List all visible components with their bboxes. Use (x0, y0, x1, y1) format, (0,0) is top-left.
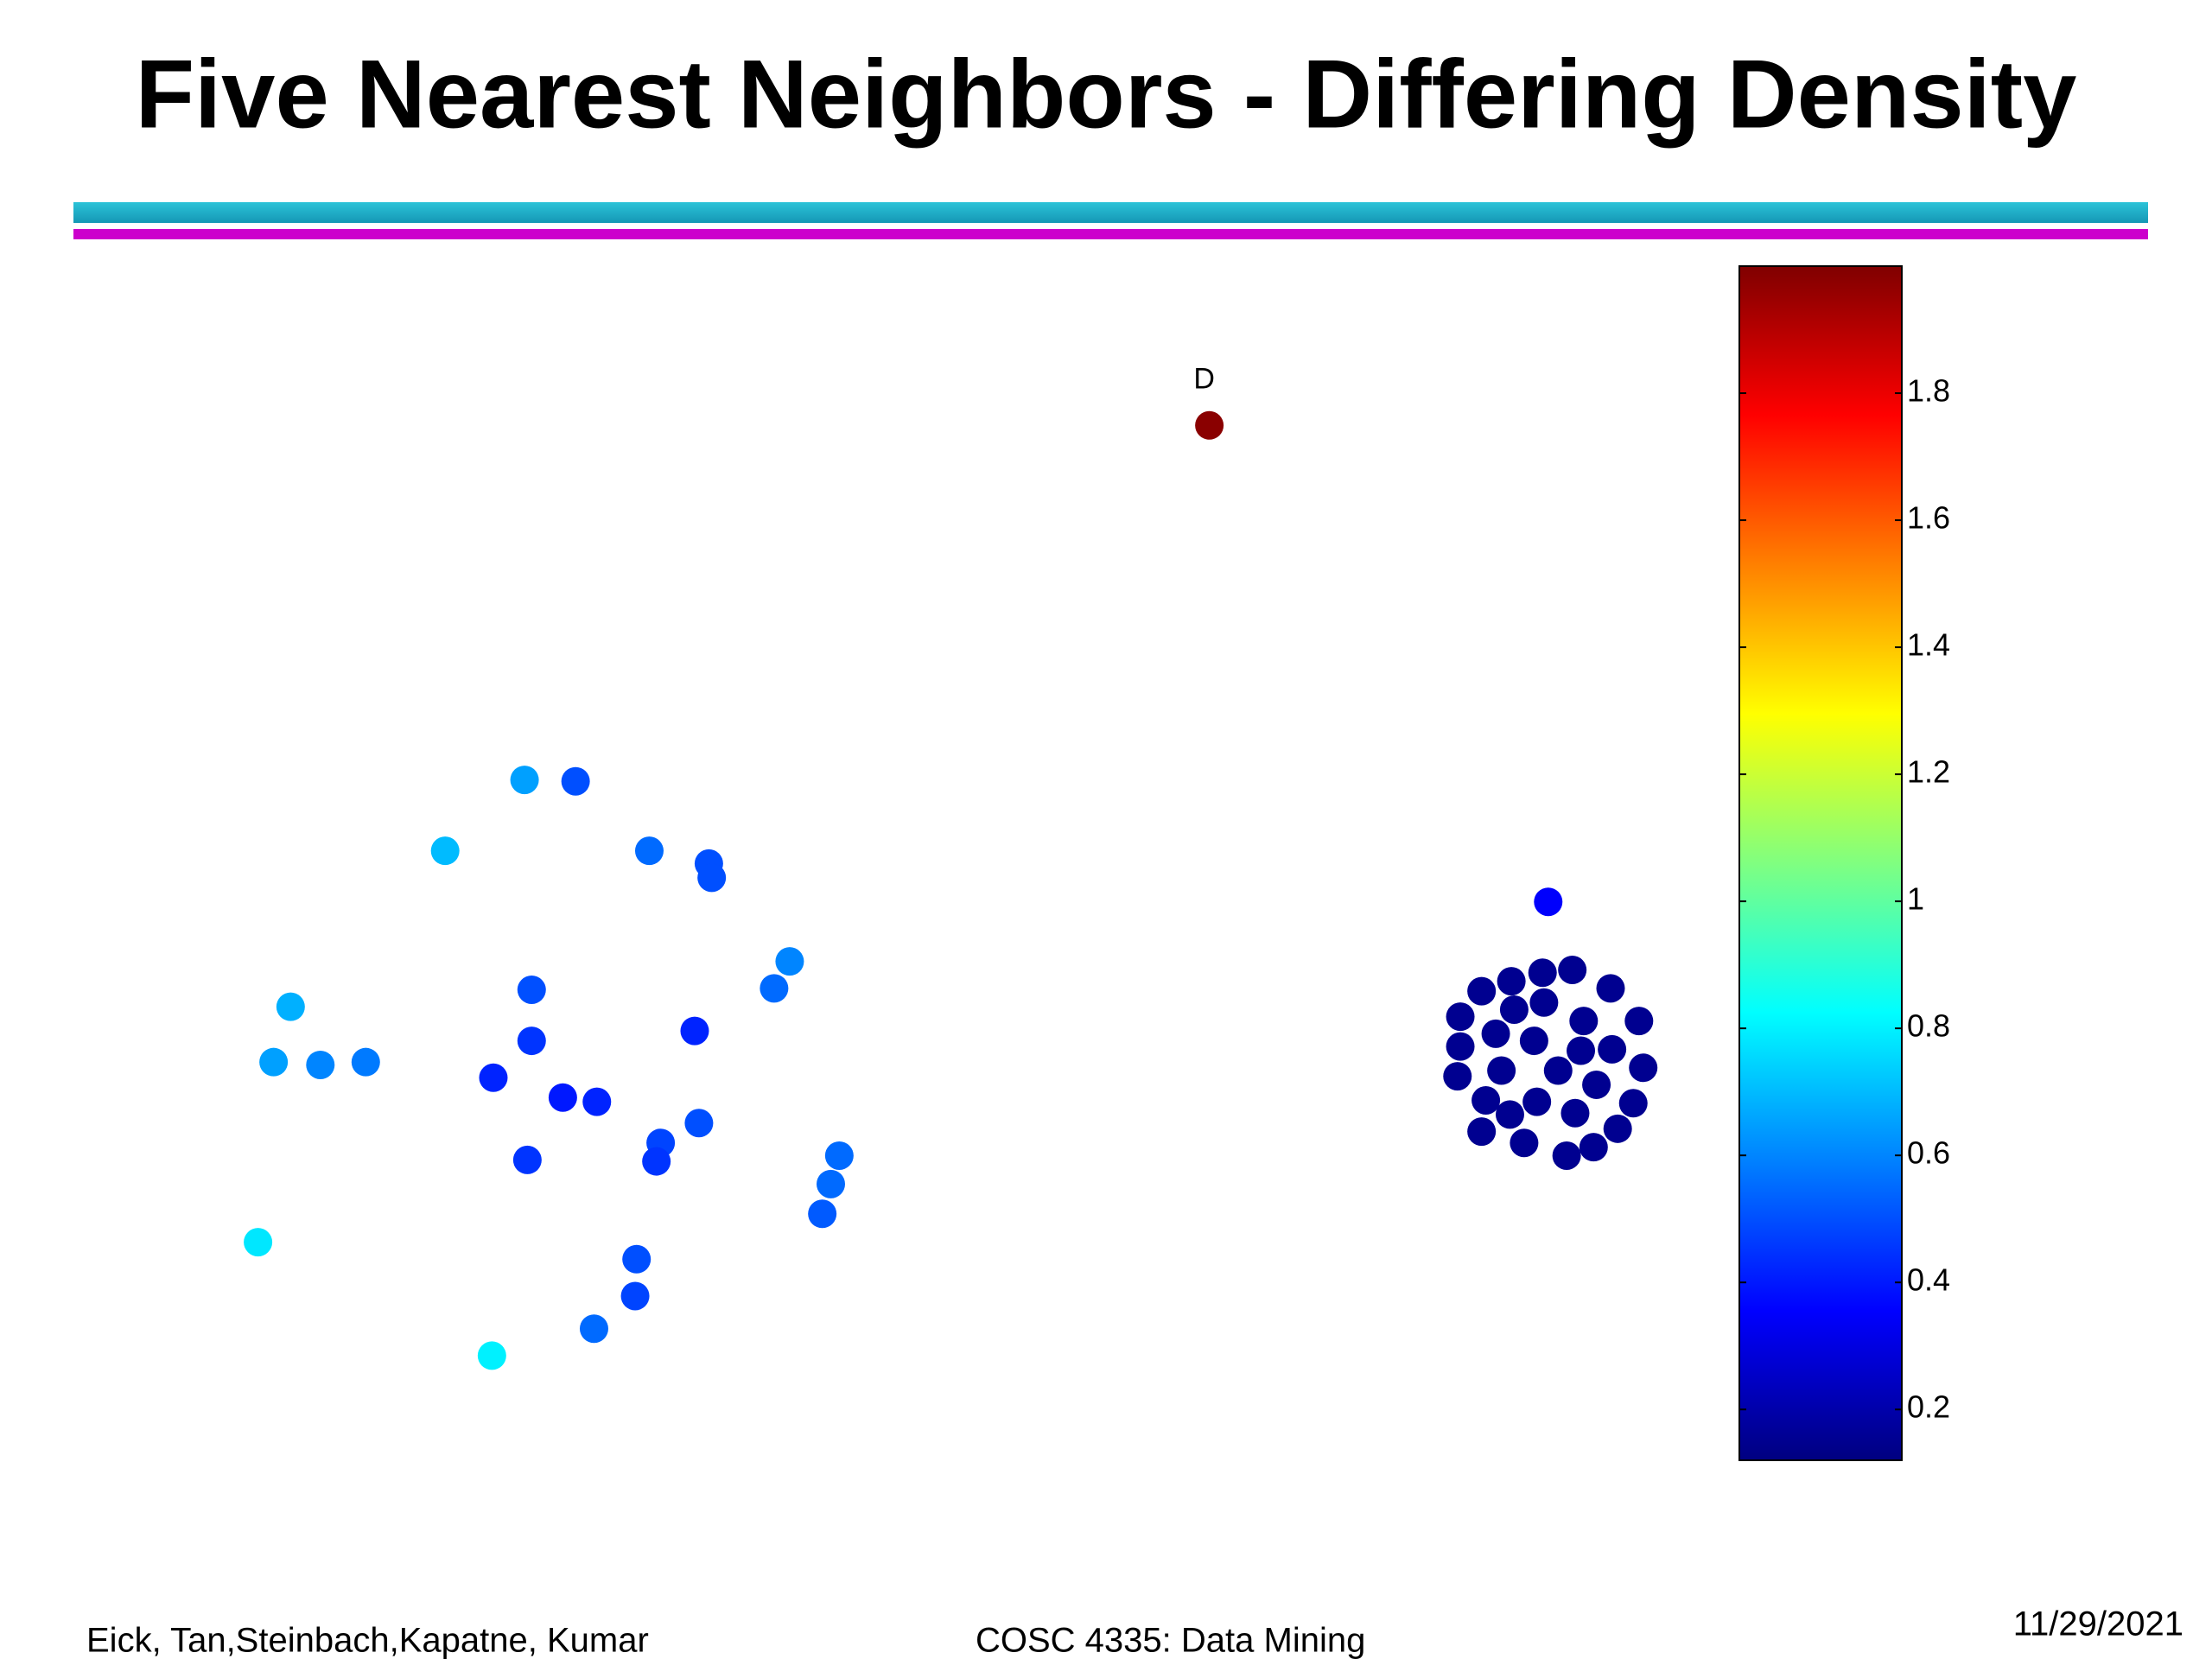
colorbar-tick-label: 1 (1907, 881, 1924, 917)
data-point (622, 1244, 652, 1274)
footer-left: Eick, Tan,Steinbach,Kapatne, Kumar (86, 1622, 649, 1659)
data-point (1582, 1070, 1611, 1099)
data-point (1624, 1007, 1654, 1036)
data-point (817, 1169, 846, 1198)
data-point (1543, 1056, 1573, 1085)
data-point (548, 1083, 577, 1112)
colorbar-tick-label: 1.2 (1907, 754, 1950, 790)
data-point (1467, 976, 1497, 1006)
data-point (1534, 887, 1563, 917)
data-point (1519, 1027, 1548, 1056)
colorbar-tick-label: 1.8 (1907, 373, 1950, 409)
data-point (561, 766, 590, 796)
data-point (1603, 1114, 1632, 1143)
data-point (680, 1016, 709, 1046)
title-rule-cyan (73, 202, 2148, 223)
data-point (684, 1109, 714, 1138)
data-point (697, 863, 727, 893)
colorbar-tick-label: 1.6 (1907, 500, 1950, 536)
data-point (1195, 410, 1224, 440)
data-point (1529, 988, 1559, 1017)
data-point (634, 836, 664, 866)
data-point (512, 1145, 542, 1174)
data-point (1579, 1133, 1608, 1162)
point-annotation: D (1193, 362, 1215, 395)
data-point (1481, 1019, 1510, 1048)
data-point (1471, 1085, 1501, 1115)
data-point (824, 1141, 854, 1170)
data-point (579, 1314, 608, 1344)
data-point (1467, 1117, 1497, 1147)
data-point (642, 1147, 671, 1176)
data-point (1446, 1002, 1475, 1032)
colorbar-tick-label: 0.6 (1907, 1135, 1950, 1171)
data-point (351, 1047, 380, 1077)
data-point (1629, 1053, 1658, 1083)
data-point (1522, 1087, 1552, 1116)
data-point (808, 1199, 837, 1229)
data-point (477, 1341, 506, 1370)
data-point (1510, 1128, 1539, 1158)
data-point (1446, 1032, 1475, 1061)
title-rule-magenta (73, 229, 2148, 239)
data-point (517, 975, 546, 1004)
data-point (1495, 1100, 1524, 1129)
footer-center: COSC 4335: Data Mining (976, 1622, 1365, 1659)
data-point (1487, 1056, 1516, 1085)
data-point (259, 1047, 289, 1077)
data-point (1569, 1007, 1599, 1036)
colorbar-tick-label: 0.2 (1907, 1389, 1950, 1425)
data-point (1560, 1098, 1590, 1128)
data-point (1567, 1036, 1596, 1065)
data-point (479, 1063, 508, 1092)
data-point (430, 836, 460, 866)
data-point (510, 766, 539, 795)
data-point (1598, 1034, 1627, 1064)
footer-right: 11/29/2021 (2013, 1605, 2183, 1643)
data-point (1596, 974, 1625, 1003)
data-point (1443, 1062, 1472, 1091)
colorbar-tick-label: 1.4 (1907, 627, 1950, 663)
colorbar-tick-label: 0.8 (1907, 1008, 1950, 1044)
data-point (620, 1281, 650, 1311)
data-point (244, 1228, 273, 1257)
colorbar-tick-label: 0.4 (1907, 1262, 1950, 1298)
data-point (582, 1087, 612, 1116)
data-point (306, 1050, 335, 1079)
data-point (775, 947, 804, 976)
data-point (1528, 958, 1557, 988)
data-point (517, 1027, 546, 1056)
data-point (276, 992, 305, 1021)
data-point (1552, 1141, 1581, 1170)
colorbar (1738, 265, 1903, 1461)
data-point (1499, 995, 1529, 1024)
data-point (760, 974, 789, 1003)
data-point (1497, 967, 1526, 996)
slide-title: Five Nearest Neighbors - Differing Densi… (136, 41, 2077, 149)
data-point (1558, 956, 1587, 985)
data-point (1618, 1089, 1648, 1118)
